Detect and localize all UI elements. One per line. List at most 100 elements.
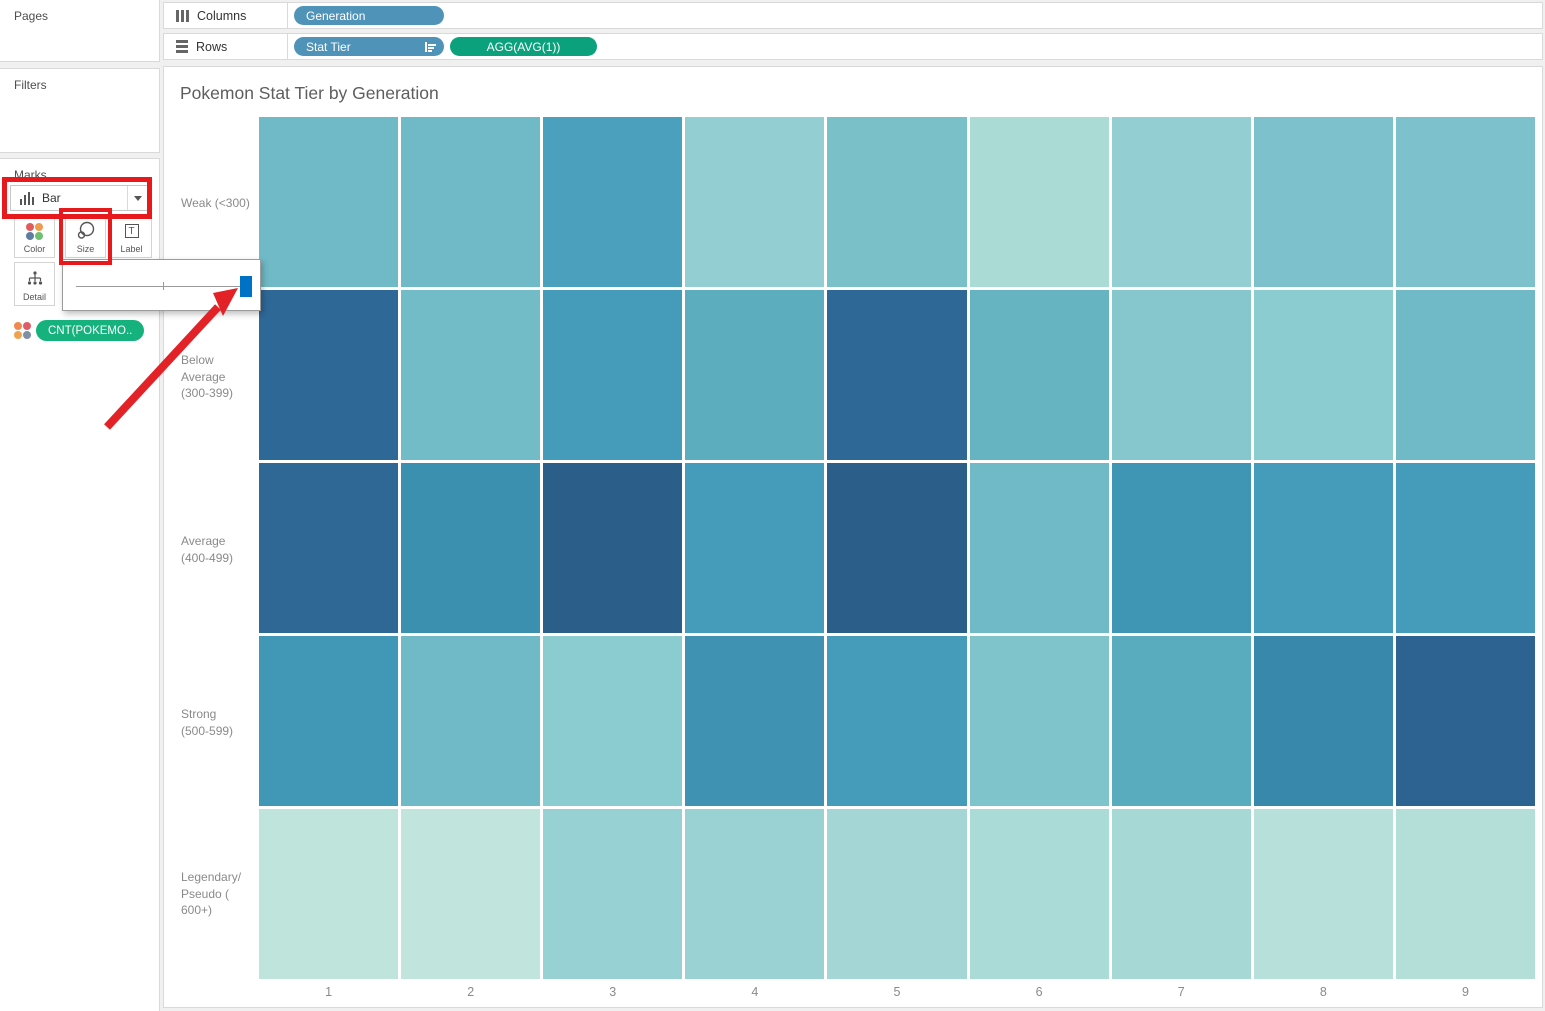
x-axis-tick-label[interactable]: 1 <box>325 985 333 999</box>
y-axis-tick-label[interactable]: Below Average (300-399) <box>181 353 234 400</box>
heatmap-cell[interactable] <box>1111 809 1251 979</box>
y-axis-tick-label[interactable]: Strong (500-599) <box>181 707 234 738</box>
x-axis-tick-label[interactable]: 5 <box>893 985 901 999</box>
cnt-pokemon-pill[interactable]: CNT(POKEMO.. <box>36 320 145 341</box>
heatmap-cell[interactable] <box>969 809 1109 979</box>
y-axis-tick-label[interactable]: Weak (<300) <box>181 196 250 210</box>
heatmap-cell[interactable] <box>401 636 541 806</box>
heatmap-cell[interactable] <box>685 636 825 806</box>
size-circles-icon <box>76 220 96 242</box>
x-axis-tick-label[interactable]: 7 <box>1177 985 1185 999</box>
heatmap-cell[interactable] <box>1395 636 1535 806</box>
bar-chart-icon <box>20 191 34 205</box>
heatmap-cell[interactable] <box>543 809 683 979</box>
heatmap-cell[interactable] <box>543 117 683 287</box>
columns-shelf[interactable]: Columns Generation <box>163 2 1543 29</box>
heatmap-cell[interactable] <box>259 463 399 633</box>
heatmap-cell[interactable] <box>827 290 967 460</box>
heatmap-grid <box>259 117 1535 979</box>
detail-button[interactable]: Detail <box>14 262 55 306</box>
heatmap-cell[interactable] <box>1395 463 1535 633</box>
columns-icon <box>176 9 189 22</box>
x-axis-tick-label[interactable]: 8 <box>1319 985 1327 999</box>
text-label-icon: T <box>124 220 139 242</box>
heatmap-cell[interactable] <box>1111 290 1251 460</box>
heatmap-cell[interactable] <box>827 809 967 979</box>
heatmap-cell[interactable] <box>685 290 825 460</box>
rows-shelf-label: Rows <box>196 39 228 54</box>
marks-label: Marks <box>14 168 47 182</box>
heatmap-cell[interactable] <box>1395 809 1535 979</box>
heatmap-cell[interactable] <box>969 290 1109 460</box>
heatmap-cell[interactable] <box>1253 117 1393 287</box>
color-button[interactable]: Color <box>14 214 55 258</box>
mark-type-dropdown[interactable]: Bar <box>10 185 148 211</box>
heatmap-cell[interactable] <box>1111 463 1251 633</box>
rows-shelf[interactable]: Rows Stat Tier AGG(AVG(1)) <box>163 33 1543 60</box>
heatmap-cell[interactable] <box>969 117 1109 287</box>
heatmap-cell[interactable] <box>401 290 541 460</box>
heatmap-cell[interactable] <box>259 117 399 287</box>
y-axis-tick-label[interactable]: Legendary/Pseudo (600+) <box>181 870 242 917</box>
heatmap-cell[interactable] <box>969 636 1109 806</box>
mark-type-value: Bar <box>42 191 61 205</box>
pages-label: Pages <box>14 9 49 23</box>
filters-label: Filters <box>14 78 47 92</box>
heatmap-cell[interactable] <box>1111 117 1251 287</box>
detail-tree-icon <box>25 268 45 290</box>
heatmap-cell[interactable] <box>969 463 1109 633</box>
heatmap-cell[interactable] <box>685 463 825 633</box>
filters-shelf[interactable]: Filters <box>0 68 160 153</box>
heatmap-cell[interactable] <box>1253 290 1393 460</box>
size-slider-midpoint-tick <box>163 282 164 290</box>
heatmap-cell[interactable] <box>1253 463 1393 633</box>
color-button-label: Color <box>23 244 46 254</box>
x-axis-tick-label[interactable]: 9 <box>1461 985 1469 999</box>
x-axis-tick-label[interactable]: 4 <box>751 985 759 999</box>
heatmap-cell[interactable] <box>1395 117 1535 287</box>
size-slider-handle[interactable] <box>240 276 252 297</box>
chevron-down-icon <box>133 195 142 201</box>
heatmap-cell[interactable] <box>685 117 825 287</box>
heatmap-cell[interactable] <box>827 463 967 633</box>
label-button-label: Label <box>120 244 143 254</box>
heatmap-cell[interactable] <box>543 290 683 460</box>
heatmap-cell[interactable] <box>1111 636 1251 806</box>
color-dots-icon <box>26 220 43 242</box>
heatmap-cell[interactable] <box>1253 809 1393 979</box>
agg-avg-pill[interactable]: AGG(AVG(1)) <box>450 37 597 56</box>
heatmap-cell[interactable] <box>259 290 399 460</box>
x-axis-tick-label[interactable]: 3 <box>609 985 617 999</box>
generation-pill[interactable]: Generation <box>294 6 444 25</box>
chart-title: Pokemon Stat Tier by Generation <box>180 83 439 103</box>
size-button-label: Size <box>76 244 95 254</box>
size-slider-track[interactable] <box>76 286 248 287</box>
x-axis-tick-label[interactable]: 6 <box>1035 985 1043 999</box>
label-button[interactable]: T Label <box>111 214 152 258</box>
pages-shelf[interactable]: Pages <box>0 0 160 62</box>
heatmap-cell[interactable] <box>401 809 541 979</box>
visualization-pane: Pokemon Stat Tier by Generation Weak (<3… <box>163 66 1543 1008</box>
detail-button-label: Detail <box>22 292 46 302</box>
heatmap-cell[interactable] <box>827 636 967 806</box>
heatmap-cell[interactable] <box>1395 290 1535 460</box>
size-button[interactable]: Size <box>65 214 106 258</box>
heatmap-cell[interactable] <box>685 809 825 979</box>
rows-icon <box>176 40 188 53</box>
dropdown-caret-button[interactable] <box>127 186 147 210</box>
heatmap-cell[interactable] <box>401 463 541 633</box>
on-color-indicator-icon <box>14 322 31 339</box>
y-axis-tick-label[interactable]: Average (400-499) <box>181 534 234 565</box>
heatmap-cell[interactable] <box>259 809 399 979</box>
heatmap-cell[interactable] <box>543 463 683 633</box>
sort-icon <box>425 41 436 52</box>
heatmap-cell[interactable] <box>827 117 967 287</box>
stat-tier-pill[interactable]: Stat Tier <box>294 37 444 56</box>
heatmap-cell[interactable] <box>1253 636 1393 806</box>
x-axis-tick-label[interactable]: 2 <box>467 985 475 999</box>
heatmap-cell[interactable] <box>543 636 683 806</box>
heatmap-cell[interactable] <box>259 636 399 806</box>
heatmap-cell[interactable] <box>401 117 541 287</box>
columns-shelf-label: Columns <box>197 8 247 23</box>
